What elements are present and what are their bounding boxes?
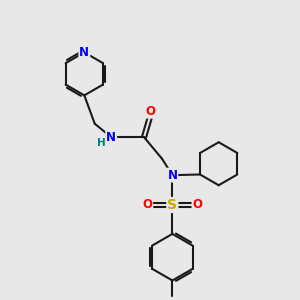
Text: N: N [106,131,116,144]
Text: O: O [193,198,202,212]
Text: N: N [79,46,89,59]
Text: N: N [167,169,177,182]
Text: S: S [167,198,177,212]
Text: O: O [142,198,152,212]
Text: H: H [97,137,106,148]
Text: O: O [146,105,156,118]
